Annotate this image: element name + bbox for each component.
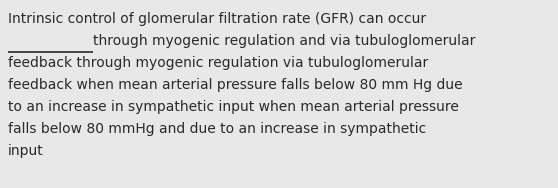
Text: feedback when mean arterial pressure falls below 80 mm Hg due: feedback when mean arterial pressure fal… — [8, 78, 463, 92]
Text: input: input — [8, 144, 44, 158]
Text: feedback through myogenic regulation via tubuloglomerular: feedback through myogenic regulation via… — [8, 56, 428, 70]
Text: Intrinsic control of glomerular filtration rate (GFR) can occur: Intrinsic control of glomerular filtrati… — [8, 12, 426, 26]
Text: through myogenic regulation and via tubuloglomerular: through myogenic regulation and via tubu… — [93, 34, 475, 48]
Text: to an increase in sympathetic input when mean arterial pressure: to an increase in sympathetic input when… — [8, 100, 459, 114]
Text: falls below 80 mmHg and due to an increase in sympathetic: falls below 80 mmHg and due to an increa… — [8, 122, 426, 136]
